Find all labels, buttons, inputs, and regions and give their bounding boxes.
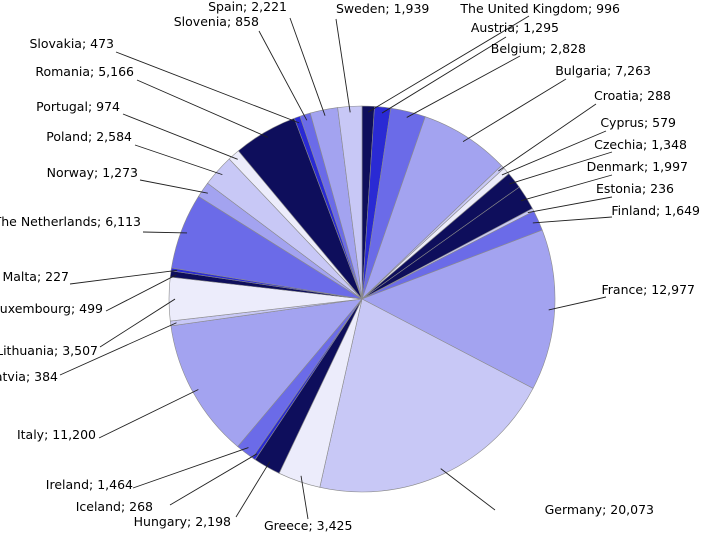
slice-label-romania: Romania; 5,166 (35, 64, 134, 79)
slice-label-latvia: Latvia; 384 (0, 369, 58, 384)
leader-line-luxembourg (105, 274, 177, 312)
pie-slice-sweden (337, 105, 363, 300)
leader-line-france (548, 296, 607, 311)
pie-slice-france (361, 229, 556, 389)
leader-line-hungary (235, 461, 271, 518)
leader-line-norway (139, 179, 208, 194)
slice-label-czechia: Czechia; 1,348 (594, 137, 687, 152)
slice-label-belgium: Belgium; 2,828 (491, 41, 586, 56)
leader-line-portugal (122, 113, 238, 160)
slice-label-cyprus: Cyprus; 579 (600, 115, 676, 130)
slice-label-ireland: Ireland; 1,464 (46, 477, 133, 492)
leader-line-the-netherlands (142, 231, 188, 234)
slice-label-greece: Greece; 3,425 (264, 518, 352, 533)
slice-label-iceland: Iceland; 268 (76, 499, 153, 514)
slice-label-austria: Austria; 1,295 (471, 20, 559, 35)
slice-label-finland: Finland; 1,649 (611, 203, 700, 218)
slice-label-slovakia: Slovakia; 473 (29, 36, 114, 51)
slice-label-sweden: Sweden; 1,939 (336, 1, 429, 16)
slice-label-estonia: Estonia; 236 (596, 181, 674, 196)
leader-line-iceland (169, 453, 258, 506)
leader-line-slovakia (115, 51, 300, 124)
leader-line-czechia (509, 151, 613, 185)
slice-label-spain: Spain; 2,221 (208, 0, 287, 14)
slice-label-croatia: Croatia; 288 (594, 88, 671, 103)
slice-label-norway: Norway; 1,273 (47, 165, 138, 180)
slice-label-luxembourg: Luxembourg; 499 (0, 301, 103, 316)
leader-line-ireland (132, 447, 249, 489)
leader-line-italy (98, 389, 199, 439)
leader-line-sweden (335, 18, 351, 113)
leader-line-estonia (527, 196, 613, 214)
slice-label-malta: Malta; 227 (2, 269, 69, 284)
slice-label-bulgaria: Bulgaria; 7,263 (555, 63, 651, 78)
leader-line-romania (136, 79, 269, 138)
leader-line-spain (289, 17, 326, 116)
slice-label-lithuania: Lithuania; 3,507 (0, 343, 98, 358)
leader-line-belgium (406, 55, 521, 118)
leader-line-slovenia (258, 30, 308, 121)
leader-line-austria (381, 36, 507, 114)
label-leader-lines (59, 15, 613, 520)
leader-line-malta (69, 269, 178, 285)
slice-label-italy: Italy; 11,200 (17, 427, 96, 442)
slice-label-portugal: Portugal; 974 (36, 99, 120, 114)
leader-line-germany (440, 468, 496, 511)
leader-line-greece (300, 475, 309, 520)
leader-line-latvia (59, 322, 177, 376)
leader-line-denmark (520, 174, 613, 202)
pie-slice-germany (319, 298, 534, 493)
slice-label-poland: Poland; 2,584 (46, 129, 132, 144)
leader-line-lithuania (99, 298, 176, 348)
slice-label-the-united-kingdom: The United Kingdom; 996 (459, 1, 620, 16)
slice-label-france: France; 12,977 (602, 282, 696, 297)
leader-line-poland (134, 144, 223, 176)
leader-line-finland (532, 216, 613, 224)
leader-line-croatia (498, 103, 597, 172)
slice-label-slovenia: Slovenia; 858 (174, 14, 259, 29)
pie-slices (168, 105, 556, 493)
slice-label-hungary: Hungary; 2,198 (134, 514, 231, 529)
slice-label-denmark: Denmark; 1,997 (587, 159, 688, 174)
leader-line-the-united-kingdom (367, 15, 530, 113)
leader-line-cyprus (501, 130, 607, 176)
slice-label-the-netherlands: The Netherlands; 6,113 (0, 214, 141, 229)
slice-label-germany: Germany; 20,073 (545, 502, 654, 517)
leader-line-bulgaria (462, 78, 567, 143)
